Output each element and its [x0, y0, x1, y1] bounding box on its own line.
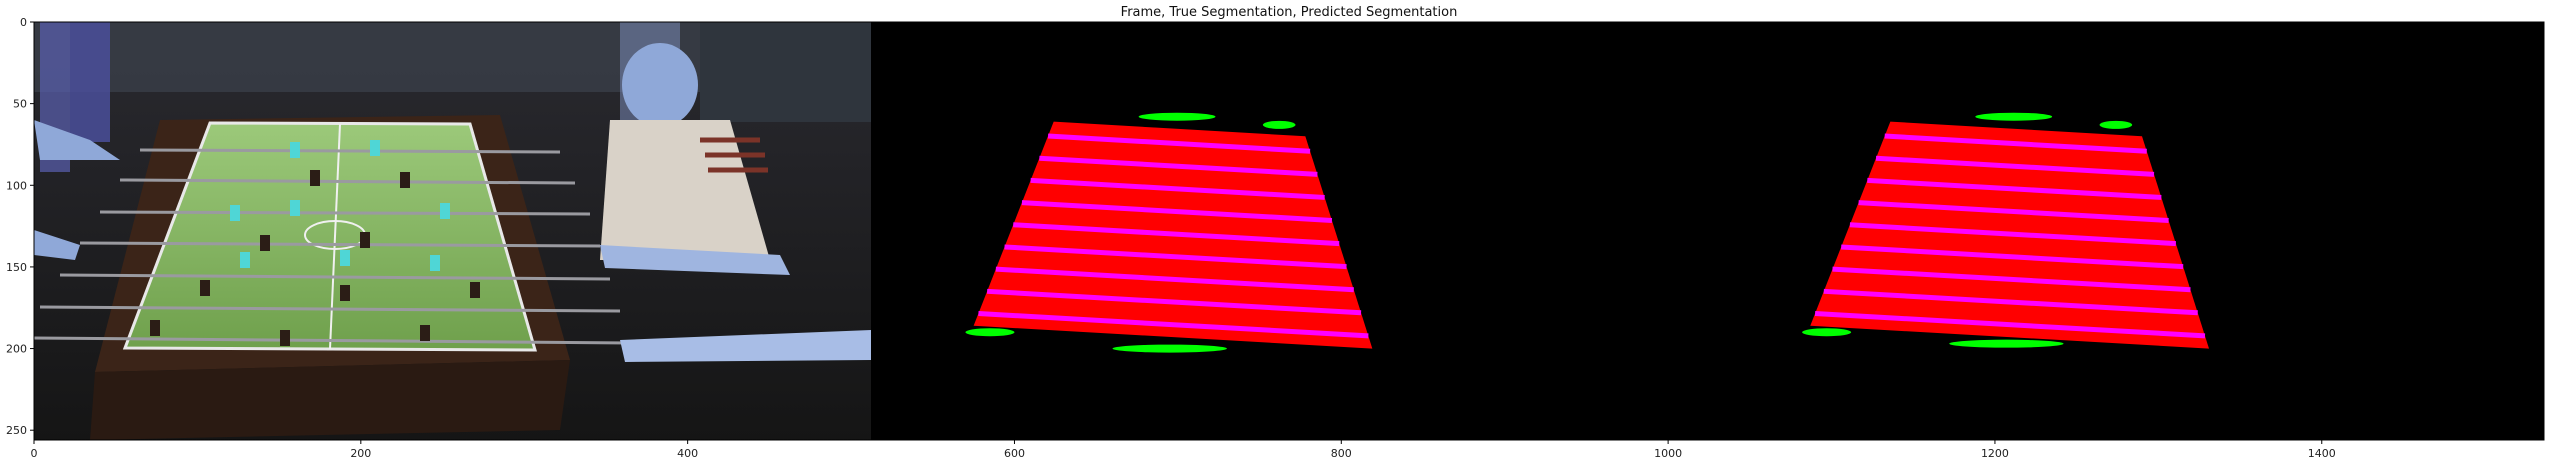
y-tick-label: 150	[6, 261, 27, 274]
rod-mask	[1841, 244, 2184, 270]
y-tick-label: 0	[20, 16, 27, 29]
chart-title: Frame, True Segmentation, Predicted Segm…	[1121, 5, 1458, 20]
rod-mask	[986, 288, 1362, 316]
axes-frame	[33, 21, 2545, 441]
rod-mask	[1013, 222, 1340, 247]
rod-mask	[1047, 133, 1311, 154]
y-tick-label: 100	[6, 179, 27, 192]
x-axis: 0 200 400 600 800 1000 1200 1400	[31, 440, 2336, 460]
x-tick-label: 0	[31, 447, 38, 460]
rod-mask	[1867, 177, 2162, 200]
player-mask	[1802, 328, 1852, 337]
y-tick-label: 50	[13, 98, 27, 111]
rod-mask	[978, 311, 1369, 339]
player-mask	[965, 328, 1015, 337]
player-mask	[1975, 112, 2053, 121]
player-mask	[1138, 112, 1216, 121]
frame-photo	[34, 22, 871, 440]
rod-mask	[1849, 222, 2177, 247]
plot-area	[34, 22, 2544, 440]
true-segmentation	[965, 112, 1373, 353]
player-mask	[1949, 339, 2064, 348]
rod-mask	[1832, 266, 2191, 293]
rod-mask	[1004, 244, 1347, 270]
rod-mask	[1021, 200, 1333, 224]
x-tick-label: 1200	[1981, 447, 2009, 460]
rod-mask	[1884, 133, 2147, 154]
player-mask	[2099, 120, 2133, 129]
x-tick-label: 800	[1331, 447, 1352, 460]
x-tick-label: 400	[677, 447, 698, 460]
rod-mask	[1875, 155, 2155, 177]
x-tick-label: 1000	[1654, 447, 1682, 460]
rod-mask	[1039, 155, 1318, 177]
x-tick-label: 1400	[2308, 447, 2336, 460]
player-mask	[1112, 344, 1227, 353]
y-tick-label: 250	[6, 424, 27, 437]
x-tick-label: 200	[350, 447, 371, 460]
rod-mask	[1814, 311, 2206, 339]
rod-mask	[1858, 200, 2169, 224]
predicted-segmentation	[1802, 112, 2210, 349]
x-tick-label: 600	[1004, 447, 1025, 460]
y-tick-label: 200	[6, 343, 27, 356]
rod-mask	[995, 266, 1354, 293]
rod-mask	[1823, 288, 2198, 316]
y-axis: 0 50 100 150 200 250	[6, 16, 34, 437]
player-mask	[1262, 120, 1296, 129]
rod-mask	[1030, 177, 1325, 200]
